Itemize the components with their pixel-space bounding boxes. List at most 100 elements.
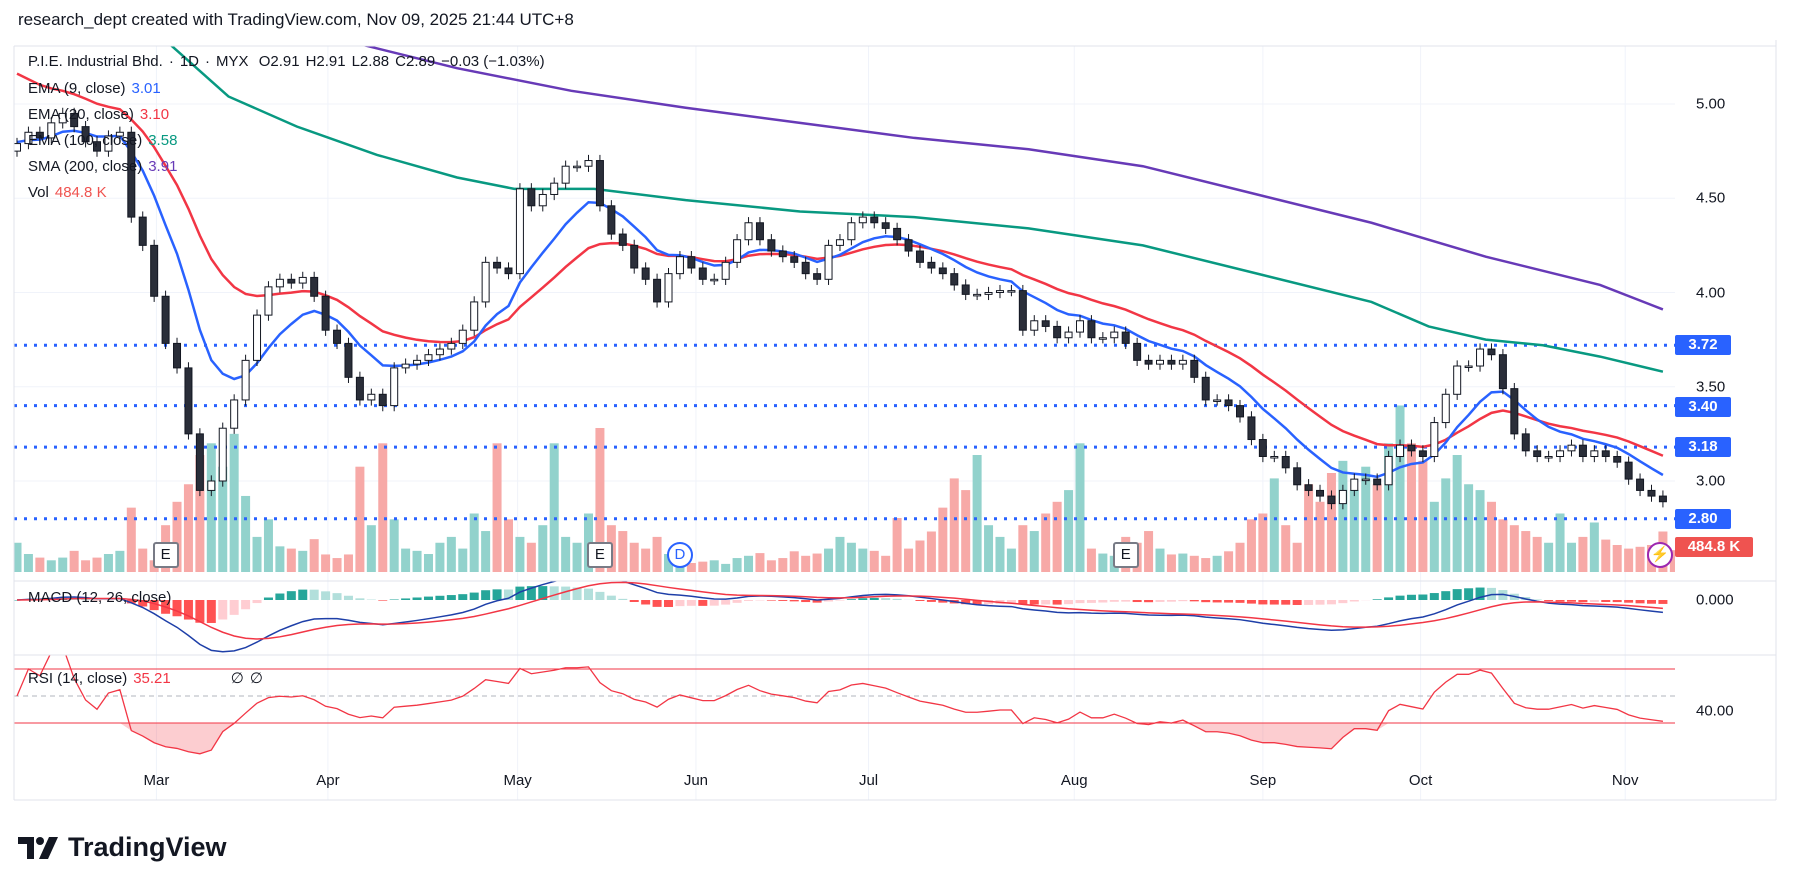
candle-body [173,342,182,369]
candle-body [458,329,467,344]
candle-body [538,193,547,207]
level-tag[interactable]: 3.18 [1675,437,1731,457]
indicator-label: SMA (200, close) [28,158,143,175]
grid [14,46,1675,800]
volume-bar [92,557,102,572]
macd-histogram-bar [503,589,513,600]
volume-bar [1395,405,1405,572]
candle-body [1361,478,1370,482]
volume-bar [721,563,731,572]
volume-bar [1589,522,1599,572]
volume-bar [778,558,788,572]
macd-histogram-bar [1395,595,1405,600]
candle-body [584,160,593,167]
macd-histogram-bar [835,600,845,601]
indicator-value: 3.10 [139,106,170,123]
close-value: C2.89 [395,53,436,70]
candles [14,107,1667,510]
candle-body [1041,320,1050,327]
tradingview-logo[interactable]: TradingView [18,832,227,863]
candle-body [1556,450,1565,457]
candle-body [1098,337,1107,340]
earnings-marker[interactable]: E [152,542,179,568]
level-tag[interactable]: 3.40 [1675,397,1731,417]
macd-histogram-bar [1658,600,1668,604]
candle-body [1327,495,1336,505]
volume-bar [1452,455,1462,572]
interval: 1D [179,53,199,70]
legend-ema20[interactable]: EMA (20, close) 3.10 [28,106,175,123]
volume-bar [14,542,22,572]
volume-bar [1509,525,1519,572]
macd-histogram-bar [1224,600,1234,603]
volume-bar [1521,531,1531,572]
candle-body [1224,399,1233,407]
candle-body [390,367,399,407]
volume-bar [1532,536,1542,572]
candle-body [1087,320,1096,339]
volume-bar [1349,490,1359,572]
volume-bar [618,531,628,572]
level-tag[interactable]: 3.72 [1675,335,1731,355]
macd-histogram-bar [561,586,571,600]
volume-bar [435,542,445,572]
candle-body [1533,450,1542,457]
symbol-legend[interactable]: P.I.E. Industrial Bhd. · 1D · MYX O2.91 H2.91… [28,53,551,70]
volume-bar [1498,519,1508,572]
legend-macd[interactable]: MACD (12, 26, close) [28,589,172,606]
sma200-line [362,46,1664,311]
earnings-marker[interactable]: E [1112,542,1139,568]
candle-body [1441,393,1450,424]
macd-histogram-bar [1304,600,1314,605]
candle-body [950,273,959,286]
volume-bar [115,550,125,572]
candle-body [1636,478,1645,491]
volume-bar [1566,542,1576,572]
candle-body [515,188,524,275]
candle-body [755,222,764,241]
volume-bar [138,548,148,572]
ema100-line [169,46,1664,373]
legend-rsi[interactable]: RSI (14, close) 35.21 ∅ ∅ [28,669,269,687]
candle-body [675,256,684,275]
candle-body [1396,444,1405,457]
volume-bar [195,455,205,572]
candle-body [253,314,262,361]
macd-line [16,581,1663,653]
macd-histogram-bar [789,600,799,602]
macd-histogram-bar [481,590,491,600]
candle-body [870,216,879,224]
volume-bar [812,553,822,572]
volume-bar [1212,555,1222,572]
macd-histogram-bar [846,599,856,600]
earnings-marker[interactable]: E [586,542,613,568]
volume-bar [23,554,33,572]
horizontal-levels [14,343,1675,521]
dividend-marker[interactable]: D [666,542,693,568]
candle-body [1247,416,1256,441]
macd-histogram-bar [321,591,331,600]
macd-histogram-bar [389,599,399,600]
volume-bar [1029,531,1039,572]
candle-body [1338,489,1347,505]
macd-histogram-bar [378,600,388,601]
legend-volume[interactable]: Vol 484.8 K [28,184,113,201]
candle-body [801,261,810,275]
lightning-icon[interactable]: ⚡ [1647,542,1673,568]
legend-ema9[interactable]: EMA (9, close) 3.01 [28,80,167,97]
macd-histogram-bar [286,591,296,600]
level-tag[interactable]: 2.80 [1675,509,1731,529]
macd-histogram-bar [1075,600,1085,604]
macd-histogram-bar [1326,600,1336,605]
price-axis-label: 4.00 [1696,284,1726,302]
candle-body [310,276,319,297]
volume-bar [378,443,388,572]
legend-ema100[interactable]: EMA (100, close) 3.58 [28,132,183,149]
candle-body [744,222,753,241]
macd-histogram-bar [1418,594,1428,600]
volume-bar [1578,536,1588,572]
legend-sma200[interactable]: SMA (200, close) 3.91 [28,158,183,175]
volume-bar [846,542,856,572]
volume-bar [241,495,251,572]
